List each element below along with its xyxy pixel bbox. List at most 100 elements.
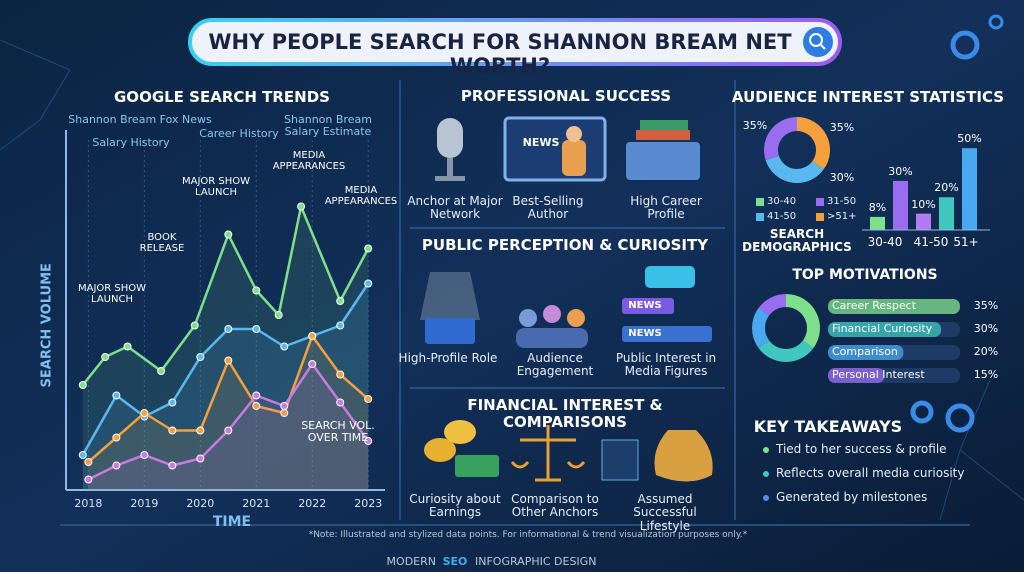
scale-icon [510, 425, 586, 482]
trend-point [280, 342, 289, 351]
x-tick-label: 2022 [298, 497, 327, 510]
donut-segment [752, 308, 770, 348]
item-label: Anchor at Major Network [407, 194, 503, 222]
data-label: 35% [742, 119, 768, 132]
data-label: 15% [973, 368, 999, 381]
item-label: Audience Engagement [516, 351, 594, 379]
trend-point [196, 353, 205, 361]
trend-point [224, 426, 233, 435]
search-icon [809, 33, 823, 47]
dividers [60, 80, 970, 526]
section-title: AUDIENCE INTEREST STATISTICS [731, 88, 1005, 106]
legend-swatch [756, 198, 764, 206]
trend-point [190, 321, 199, 330]
bar-label: Career Respect [832, 299, 917, 312]
trend-point [297, 202, 306, 211]
annotation: Career History [199, 127, 279, 140]
bar-label: Personal Interest [832, 368, 925, 381]
trend-point [224, 356, 233, 365]
brand: INFOGRAPHIC DESIGN [475, 555, 597, 568]
trend-point [123, 342, 132, 351]
item-label: Comparison to Other Anchors [511, 492, 599, 520]
trend-point [196, 426, 205, 435]
trend-point [112, 433, 121, 442]
bar [828, 322, 942, 337]
annotation: Shannon Bream Fox News [68, 113, 212, 126]
trend-point [78, 451, 87, 459]
x-tick-label: 30-40 [867, 235, 903, 249]
legend-label: 41-50 [767, 211, 797, 222]
data-label: 35% [973, 299, 999, 312]
trend-point [140, 409, 149, 417]
data-label: 30% [829, 171, 855, 184]
books-icon [626, 120, 700, 180]
trend-point [308, 360, 317, 368]
coins-icon [424, 420, 499, 477]
icon-text: NEWS [628, 300, 662, 311]
legend-swatch [756, 213, 764, 221]
chart-title: GOOGLE SEARCH TRENDS [114, 88, 330, 106]
donut-segment [758, 340, 814, 363]
spotlight-icon [420, 272, 480, 344]
bullet [763, 495, 769, 501]
icon-text: NEWS [522, 136, 560, 149]
money-bag-icon [601, 430, 713, 482]
trend-point [252, 402, 261, 410]
legend-label: >51+ [827, 211, 857, 222]
legend-label: 30-40 [767, 196, 797, 207]
x-tick-label: 51+ [953, 235, 979, 249]
annotation: Salary History [92, 136, 170, 149]
trend-point [280, 402, 289, 410]
donut-segment [765, 155, 824, 184]
section-title: PUBLIC PERCEPTION & CURIOSITY [421, 236, 709, 254]
item-label: High-Profile Role [398, 351, 498, 365]
trend-point [196, 454, 205, 463]
legend-swatch [816, 198, 824, 206]
x-tick-label: 2019 [130, 497, 159, 510]
data-label: 30% [973, 322, 999, 335]
trend-point [112, 391, 121, 400]
trend-point [78, 381, 87, 389]
trend-point [336, 297, 345, 305]
takeaway: Generated by milestones [776, 490, 928, 504]
section-title: FINANCIAL INTEREST & COMPARISONS [467, 396, 663, 431]
donut-segment [764, 117, 797, 161]
donut-segment [786, 294, 820, 348]
legend-swatch [816, 213, 824, 221]
donut-segment [758, 294, 786, 316]
search-button [803, 27, 833, 57]
trend-point [157, 367, 166, 375]
item-label: Best-Selling Author [512, 194, 584, 222]
trend-point [168, 426, 177, 435]
bar [828, 345, 904, 360]
trend-point [274, 311, 283, 319]
x-tick-label: 2023 [354, 497, 383, 510]
bar-label: Financial Curiosity [832, 322, 933, 335]
trend-point [168, 398, 177, 407]
trend-point [364, 437, 373, 445]
monitor-icon [503, 116, 607, 182]
legend-label: 31-50 [827, 196, 857, 207]
item-label: Assumed Successful Lifestyle [633, 492, 697, 533]
trend-point [84, 475, 93, 484]
trend-point [224, 325, 233, 333]
bar [916, 213, 931, 230]
data-label: 30% [888, 164, 913, 178]
trend-point [112, 461, 121, 470]
trend-point [224, 230, 233, 239]
trend-point [252, 391, 261, 400]
trend-point [252, 325, 261, 333]
takeaway: Tied to her success & profile [776, 442, 947, 456]
trend-point [336, 321, 345, 330]
trend-area [88, 364, 369, 490]
data-label: 10% [911, 197, 936, 211]
bar-label: Comparison [832, 345, 898, 358]
x-tick-label: 2018 [74, 497, 103, 510]
trend-point [364, 279, 373, 288]
icon-text: NEWS [628, 328, 662, 339]
trend-point [336, 398, 345, 407]
microphone-icon [435, 118, 465, 181]
data-label: 20% [973, 345, 999, 358]
